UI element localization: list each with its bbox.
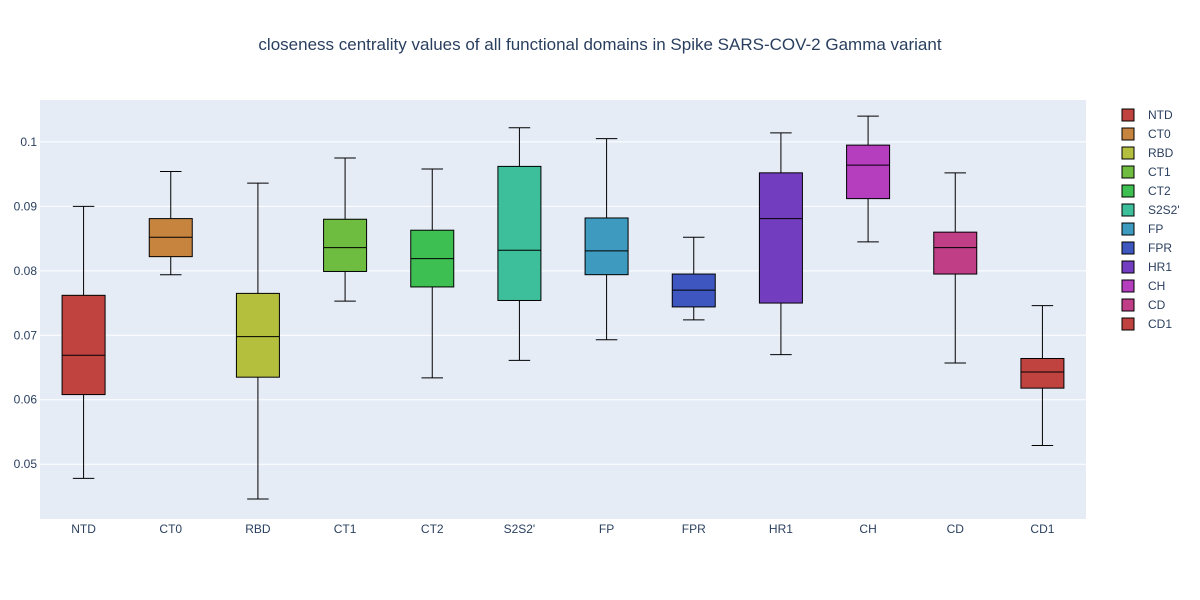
iqr-box[interactable] bbox=[323, 218, 368, 272]
box-ntd[interactable] bbox=[61, 205, 106, 479]
box-ct0[interactable] bbox=[148, 171, 193, 276]
x-tick-label: CT1 bbox=[334, 522, 357, 536]
y-tick-label: 0.08 bbox=[14, 264, 38, 278]
y-tick-label: 0.05 bbox=[14, 457, 38, 471]
legend-label: S2S2' bbox=[1148, 203, 1180, 217]
box-cd1[interactable] bbox=[1020, 305, 1065, 447]
iqr-box[interactable] bbox=[933, 231, 978, 275]
box-ch[interactable] bbox=[846, 115, 891, 243]
legend-item[interactable]: S2S2' bbox=[1121, 203, 1180, 217]
legend-item[interactable]: FP bbox=[1121, 222, 1163, 236]
iqr-box[interactable] bbox=[497, 165, 542, 301]
legend-item[interactable]: CT1 bbox=[1121, 165, 1171, 179]
legend-item[interactable]: NTD bbox=[1121, 108, 1173, 122]
legend-swatch bbox=[1121, 241, 1135, 255]
box-s2s2[interactable] bbox=[497, 127, 542, 361]
legend-label: CD1 bbox=[1148, 317, 1172, 331]
y-tick-label: 0.06 bbox=[14, 393, 38, 407]
legend-swatch bbox=[1121, 279, 1135, 293]
box-fp[interactable] bbox=[584, 138, 629, 341]
box-rbd[interactable] bbox=[235, 182, 280, 500]
legend-label: CT1 bbox=[1148, 165, 1171, 179]
legend-label: CD bbox=[1148, 298, 1166, 312]
y-tick-label: 0.09 bbox=[14, 199, 38, 213]
chart-title: closeness centrality values of all funct… bbox=[258, 35, 941, 54]
legend-swatch bbox=[1121, 146, 1135, 160]
iqr-box[interactable] bbox=[584, 217, 629, 276]
box-traces[interactable] bbox=[61, 115, 1065, 500]
box-ct1[interactable] bbox=[323, 157, 368, 302]
gridlines bbox=[40, 141, 1086, 465]
legend-item[interactable]: CT2 bbox=[1121, 184, 1171, 198]
legend-swatch bbox=[1121, 184, 1135, 198]
x-tick-label: CD bbox=[947, 522, 965, 536]
legend-item[interactable]: HR1 bbox=[1121, 260, 1172, 274]
legend-label: FPR bbox=[1148, 241, 1172, 255]
legend-swatch bbox=[1121, 108, 1135, 122]
x-tick-label: CT0 bbox=[159, 522, 182, 536]
legend-swatch bbox=[1121, 165, 1135, 179]
plot-area bbox=[40, 100, 1086, 519]
iqr-box[interactable] bbox=[846, 144, 891, 200]
legend-label: CH bbox=[1148, 279, 1165, 293]
legend-label: NTD bbox=[1148, 108, 1173, 122]
legend-swatch bbox=[1121, 298, 1135, 312]
y-tick-label: 0.1 bbox=[20, 135, 37, 149]
x-tick-label: HR1 bbox=[769, 522, 793, 536]
legend-swatch bbox=[1121, 260, 1135, 274]
legend-label: FP bbox=[1148, 222, 1163, 236]
x-tick-label: S2S2' bbox=[504, 522, 536, 536]
legend-swatch bbox=[1121, 203, 1135, 217]
x-tick-label: NTD bbox=[71, 522, 96, 536]
x-axis-ticks: NTD CT0 RBD CT1 CT2 S2S2' FP FPR HR1 CH CD CD1 bbox=[71, 522, 1054, 536]
legend-swatch bbox=[1121, 317, 1135, 331]
x-tick-label: FPR bbox=[682, 522, 706, 536]
y-tick-label: 0.07 bbox=[14, 328, 38, 342]
legend-item[interactable]: RBD bbox=[1121, 146, 1174, 160]
y-axis-ticks: 0.05 0.06 0.07 0.08 0.09 0.1 bbox=[14, 135, 38, 471]
box-hr1[interactable] bbox=[758, 132, 803, 356]
x-tick-label: FP bbox=[599, 522, 614, 536]
x-tick-label: RBD bbox=[245, 522, 271, 536]
iqr-box[interactable] bbox=[758, 172, 803, 304]
legend-label: CT2 bbox=[1148, 184, 1171, 198]
x-tick-label: CT2 bbox=[421, 522, 444, 536]
box-cd[interactable] bbox=[933, 172, 978, 364]
legend[interactable]: NTD CT0 RBD CT1 CT2 S2S2' FP FPR HR1 CH CD CD1 bbox=[1121, 108, 1180, 331]
x-tick-label: CD1 bbox=[1030, 522, 1054, 536]
legend-label: HR1 bbox=[1148, 260, 1172, 274]
legend-label: RBD bbox=[1148, 146, 1174, 160]
legend-item[interactable]: FPR bbox=[1121, 241, 1172, 255]
x-tick-label: CH bbox=[859, 522, 876, 536]
legend-swatch bbox=[1121, 127, 1135, 141]
legend-item[interactable]: CD1 bbox=[1121, 317, 1172, 331]
iqr-box[interactable] bbox=[1020, 357, 1065, 389]
iqr-box[interactable] bbox=[61, 294, 106, 396]
iqr-box[interactable] bbox=[235, 292, 280, 378]
legend-item[interactable]: CH bbox=[1121, 279, 1165, 293]
legend-item[interactable]: CT0 bbox=[1121, 127, 1171, 141]
legend-label: CT0 bbox=[1148, 127, 1171, 141]
legend-swatch bbox=[1121, 222, 1135, 236]
legend-item[interactable]: CD bbox=[1121, 298, 1166, 312]
box-fpr[interactable] bbox=[671, 236, 716, 321]
box-ct2[interactable] bbox=[410, 168, 455, 379]
